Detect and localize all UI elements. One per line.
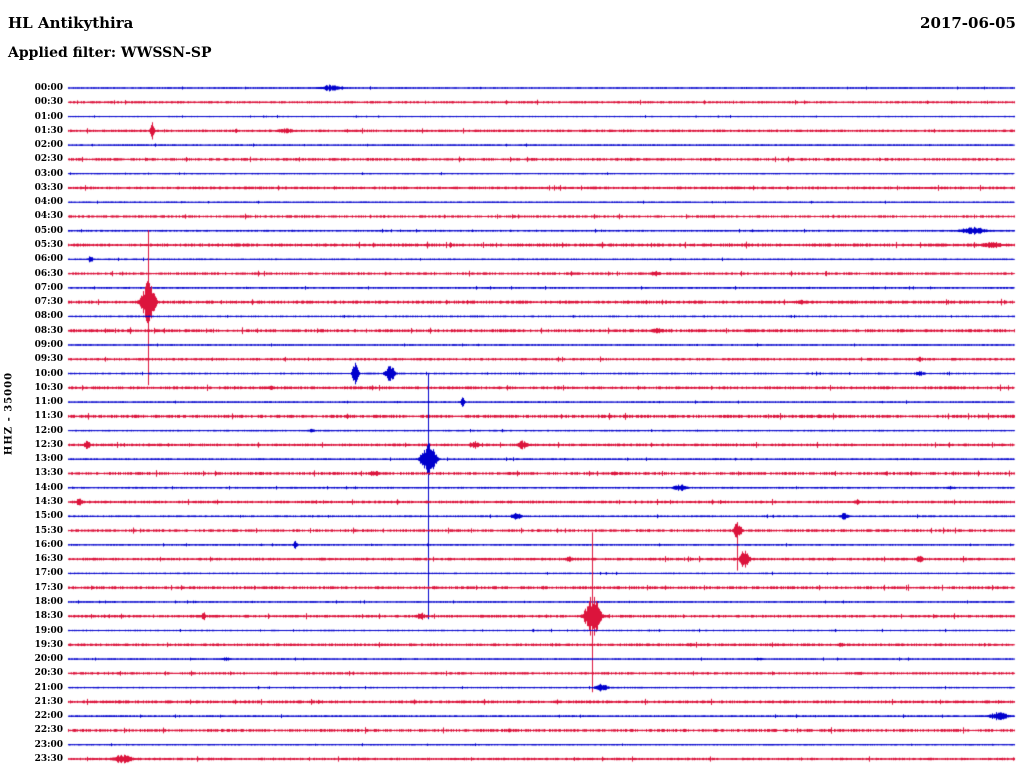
seismogram-canvas	[0, 0, 1024, 780]
helicorder-page: HL Antikythira 2017-06-05 Applied filter…	[0, 0, 1024, 780]
